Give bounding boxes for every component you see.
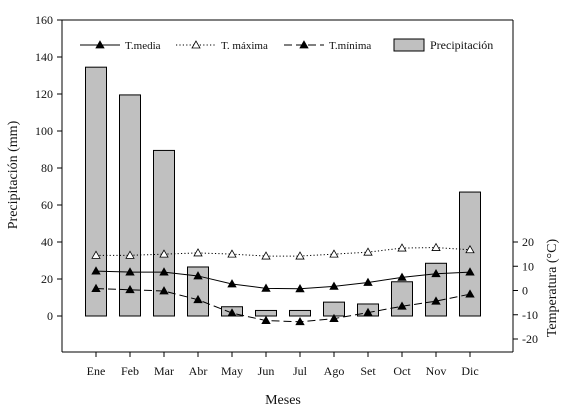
x-tick-label: Jul <box>293 364 308 378</box>
series-point <box>159 267 169 276</box>
temperature-lines <box>91 242 475 326</box>
series-point <box>397 272 407 281</box>
precipitation-bar <box>459 191 481 317</box>
precipitation-bars <box>85 66 481 317</box>
series-point <box>193 294 203 304</box>
series-point <box>125 284 135 294</box>
y-left-tick-label: 60 <box>41 198 53 212</box>
precipitation-bar <box>289 309 311 317</box>
series-point <box>465 244 475 254</box>
series-point <box>329 313 339 323</box>
series-point <box>295 283 305 293</box>
x-tick-label: Nov <box>426 364 447 378</box>
legend-label: Precipitación <box>430 38 493 52</box>
series-point <box>261 283 271 292</box>
x-tick-label: Mar <box>154 364 174 378</box>
legend-label: T. máxima <box>221 40 268 52</box>
y-right-tick-label: 20 <box>522 235 534 249</box>
legend-label: T.mínima <box>329 40 371 52</box>
series-point <box>261 251 271 260</box>
series-point <box>465 267 475 276</box>
precipitation-bar <box>85 66 107 317</box>
x-tick-label: Ago <box>324 364 345 378</box>
series-line <box>95 270 471 290</box>
series-point <box>159 286 169 295</box>
y-right-tick-label: -10 <box>522 308 538 322</box>
series-point <box>363 307 373 316</box>
y-left-tick-label: 20 <box>41 272 53 286</box>
series-point <box>159 249 169 258</box>
y-axis-label-right: Temperatura (°C) <box>545 239 560 338</box>
series-point <box>125 267 135 276</box>
legend-label: T.media <box>125 40 161 52</box>
series-line <box>95 288 471 323</box>
series-point <box>397 243 407 252</box>
x-axis-label: Meses <box>265 393 301 408</box>
legend-marker <box>191 40 201 49</box>
precipitation-bar <box>425 262 447 317</box>
x-tick-label: Dic <box>461 364 478 378</box>
series-point <box>227 279 237 288</box>
series-point <box>363 277 373 286</box>
y-axis-label-left: Precipitación (mm) <box>6 120 21 229</box>
y-left-tick-label: 160 <box>35 13 53 27</box>
series-point <box>465 289 475 298</box>
series-point <box>431 296 441 305</box>
series-point <box>193 248 203 257</box>
x-tick-label: Jun <box>258 364 275 378</box>
series-point <box>91 283 101 292</box>
series-point <box>363 247 373 256</box>
series-point <box>397 301 407 310</box>
series-point <box>91 250 101 259</box>
series-point <box>431 268 441 278</box>
y-right-tick-label: 10 <box>522 259 534 273</box>
x-tick-label: Set <box>360 364 376 378</box>
series-point <box>227 249 237 258</box>
series-line <box>96 247 471 257</box>
y-left-tick-label: 120 <box>35 87 53 101</box>
legend-marker <box>299 40 309 49</box>
series-point <box>261 315 271 324</box>
y-left-tick-label: 0 <box>47 309 53 323</box>
legend-marker <box>95 40 105 49</box>
y-left-tick-label: 140 <box>35 50 53 64</box>
precipitation-bar <box>187 266 209 317</box>
precipitation-bar <box>255 309 277 317</box>
y-left-tick-label: 80 <box>41 161 53 175</box>
precipitation-bar <box>119 94 141 317</box>
x-tick-label: May <box>221 364 243 378</box>
precipitation-bar <box>391 281 413 317</box>
series-point <box>329 281 339 290</box>
series-point <box>227 308 237 317</box>
y-right-tick-label: -20 <box>522 332 538 346</box>
precipitation-bar <box>153 149 175 317</box>
series-point <box>91 266 101 275</box>
x-tick-label: Oct <box>393 364 411 378</box>
y-left-tick-label: 40 <box>41 235 53 249</box>
series-point <box>193 271 203 280</box>
axes: 0 20 40 60 80 100 120 140 160 -20 -10 0 10 20 Ene Feb Ma… <box>35 13 538 378</box>
x-tick-label: Ene <box>87 364 106 378</box>
x-tick-label: Feb <box>121 364 139 378</box>
y-left-tick-label: 100 <box>35 124 53 138</box>
series-point <box>431 242 441 251</box>
series-point <box>295 316 305 326</box>
series-point <box>295 251 305 260</box>
legend-swatch-precipitation <box>393 38 425 52</box>
series-point <box>329 249 339 258</box>
y-right-tick-label: 0 <box>522 284 528 298</box>
legend: T.media T. máxima T.mínima Precipitación <box>80 38 493 52</box>
series-point <box>125 250 135 259</box>
x-tick-label: Abr <box>189 364 208 378</box>
